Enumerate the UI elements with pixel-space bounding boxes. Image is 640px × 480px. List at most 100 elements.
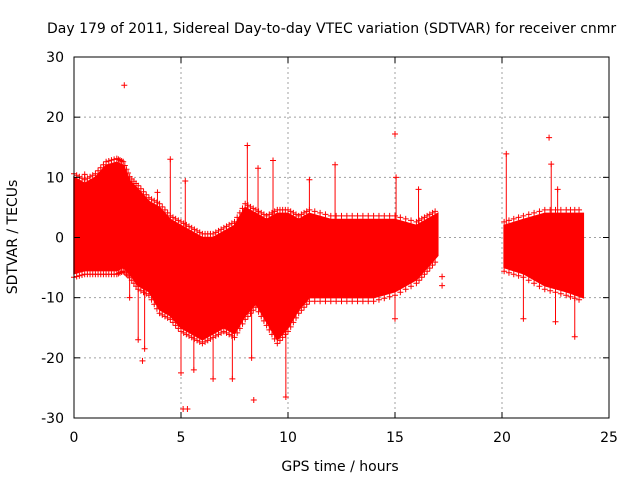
x-tick-label: 0 [70,430,79,446]
outlier-point [229,375,236,382]
edge-point [515,272,522,279]
outlier-point [184,405,191,412]
edge-point [145,292,152,299]
x-tick-label: 10 [279,430,297,446]
edge-point [408,283,415,290]
outlier-point [210,375,217,382]
x-tick-label: 25 [600,430,618,446]
edge-point [338,298,345,305]
edge-point [123,166,130,173]
data-series [71,82,585,412]
edge-point [159,203,166,210]
edge-point [148,296,155,303]
edge-point [370,298,377,305]
edge-point [279,334,286,341]
edge-point [359,298,366,305]
outlier-point [167,156,174,163]
x-tick-label: 20 [493,430,511,446]
edge-point [298,307,305,314]
edge-point [567,293,574,300]
edge-point [343,212,350,219]
data-band [73,161,439,342]
edge-point [365,298,372,305]
edge-point [375,296,382,303]
y-tick-label: -20 [41,351,64,367]
edge-point [247,310,254,317]
edge-point [105,157,112,164]
edge-point [510,271,517,278]
edge-point [354,212,361,219]
edge-point [418,274,425,281]
outlier-point [415,186,422,193]
edge-point [432,208,439,215]
edge-point [120,158,127,165]
y-tick-label: -10 [41,291,64,307]
x-tick-label: 15 [386,430,404,446]
outlier-point [121,82,128,89]
edge-point [100,161,107,168]
outlier-point [392,131,398,138]
edge-point [576,206,583,213]
outlier-point [439,273,446,280]
edge-point [515,214,522,221]
edge-point [327,212,334,219]
edge-point [375,212,382,219]
edge-point [169,319,176,326]
edge-point [525,277,532,284]
outlier-point [255,165,262,172]
edge-point [510,215,517,222]
edge-point [268,331,275,338]
edge-point [108,157,115,164]
x-axis-label: GPS time / hours [281,459,398,475]
edge-point [424,268,431,275]
edge-point [76,272,83,279]
edge-point [161,206,168,213]
outlier-point [552,318,559,325]
edge-point [392,212,398,219]
edge-point [365,212,372,219]
y-tick-label: -30 [41,411,64,427]
edge-point [293,314,300,321]
edge-point [501,268,508,275]
edge-point [130,280,137,287]
outlier-point [571,333,578,340]
edge-point [103,158,110,165]
outlier-point [154,189,161,196]
outlier-point [439,282,446,289]
edge-point [536,208,543,215]
edge-point [317,298,324,305]
y-tick-label: 30 [46,50,64,66]
edge-point [290,319,297,326]
edge-point [153,305,160,312]
edge-point [263,322,270,329]
outlier-point [546,134,553,141]
outlier-point [141,345,148,352]
outlier-point [126,294,133,301]
edge-point [140,188,147,195]
edge-point [531,209,538,216]
outlier-point [182,177,189,184]
outlier-point [332,161,339,168]
edge-point [317,209,324,216]
edge-point [97,164,104,171]
outlier-point [270,157,277,164]
edge-point [164,209,171,216]
edge-point [285,206,291,213]
edge-point [92,170,99,177]
edge-point [525,211,532,218]
edge-point [282,331,289,338]
edge-point [167,316,174,323]
edge-point [505,269,512,276]
outlier-point [554,186,561,193]
outlier-point [392,315,398,322]
edge-point [333,298,340,305]
edge-point [172,322,179,329]
edge-point [541,286,548,293]
edge-point [244,313,251,320]
outlier-point [548,161,555,168]
edge-point [239,205,246,212]
edge-point [413,280,420,287]
x-tick-label: 5 [177,430,186,446]
edge-point [322,298,329,305]
